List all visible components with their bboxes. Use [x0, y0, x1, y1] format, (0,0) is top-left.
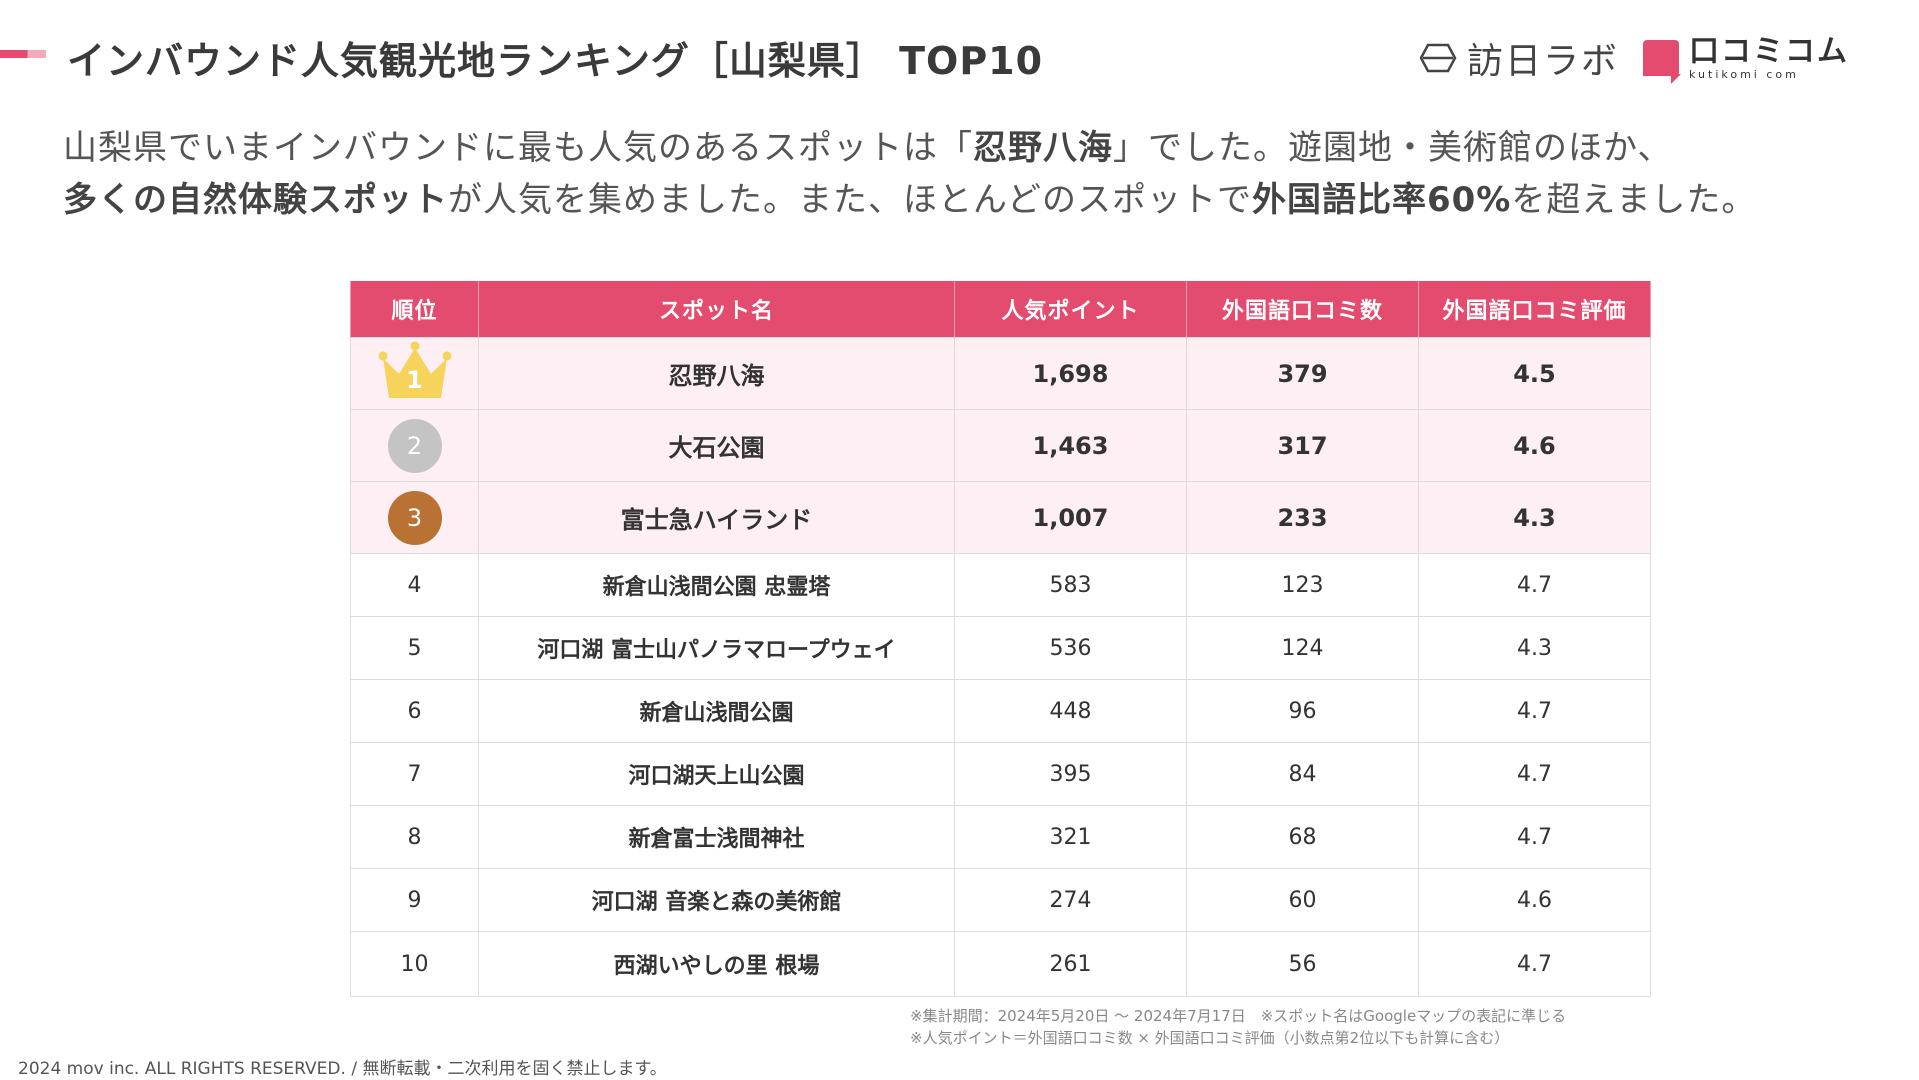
page-title: インバウンド人気観光地ランキング［山梨県］ TOP10	[67, 39, 1044, 83]
footnote-formula: ※人気ポイント＝外国語口コミ数 × 外国語口コミ評価（小数点第2位以下も計算に含…	[910, 1029, 1510, 1047]
review-rating-cell: 4.7	[1418, 805, 1651, 869]
rank-cell: 8	[350, 805, 479, 869]
houniti-lab-logo-text: 訪日ラボ	[1466, 41, 1619, 82]
spot-name-cell: 新倉富士浅間神社	[478, 805, 955, 869]
spot-name-cell: 河口湖 富士山パノラマロープウェイ	[478, 616, 955, 680]
spot-name-cell: 河口湖 音楽と森の美術館	[478, 868, 955, 932]
kuchikomi-speech-bubble-icon	[1643, 40, 1681, 84]
rank-cell: 9	[350, 868, 479, 932]
review-rating-cell: 4.6	[1418, 868, 1651, 932]
review-count-cell: 60	[1186, 868, 1419, 932]
points-cell: 1,698	[954, 337, 1187, 410]
table-row: 6 新倉山浅間公園 448 96 4.7	[350, 679, 1651, 743]
table-row: 5 河口湖 富士山パノラマロープウェイ 536 124 4.3	[350, 616, 1651, 680]
lead-text: が人気を集めました。また、ほとんどのスポットで	[448, 180, 1252, 220]
review-count-cell: 56	[1186, 931, 1419, 997]
logo-group: 訪日ラボ 口コミコム kutikomi com	[1419, 32, 1849, 84]
review-count-cell: 233	[1186, 481, 1419, 554]
spot-name-cell: 新倉山浅間公園	[478, 679, 955, 743]
lead-highlight: 多くの自然体験スポット	[63, 180, 448, 220]
spot-name-cell: 新倉山浅間公園 忠霊塔	[478, 553, 955, 617]
rank-cell: 10	[350, 931, 479, 997]
ranking-table: 順位 スポット名 人気ポイント 外国語口コミ数 外国語口コミ評価	[350, 281, 1651, 997]
review-rating-cell: 4.7	[1418, 931, 1651, 997]
table-row: 10 西湖いやしの里 根場 261 56 4.7	[350, 931, 1651, 997]
table-row: 7 河口湖天上山公園 395 84 4.7	[350, 742, 1651, 806]
title-accent-bar	[0, 50, 46, 58]
review-count-cell: 317	[1186, 409, 1419, 482]
review-count-cell: 123	[1186, 553, 1419, 617]
header-review-count: 外国語口コミ数	[1186, 281, 1419, 338]
lead-text: 山梨県でいまインバウンドに最も人気のあるスポットは「	[63, 128, 973, 168]
review-rating-cell: 4.5	[1418, 337, 1651, 410]
copyright-notice: 2024 mov inc. ALL RIGHTS RESERVED. / 無断転…	[18, 1059, 667, 1079]
footnote-period: ※集計期間：2024年5月20日 〜 2024年7月17日 ※スポット名はGoo…	[910, 1007, 1567, 1025]
review-rating-cell: 4.7	[1418, 553, 1651, 617]
lead-text: を超えました。	[1511, 180, 1757, 220]
rank-cell: 2	[350, 409, 479, 482]
review-count-cell: 68	[1186, 805, 1419, 869]
table-header-row: 順位 スポット名 人気ポイント 外国語口コミ数 外国語口コミ評価	[350, 281, 1651, 338]
rank-cell: 6	[350, 679, 479, 743]
table-row: 1 忍野八海 1,698 379 4.5	[350, 337, 1651, 410]
points-cell: 274	[954, 868, 1187, 932]
kuchikomi-logo-subtext: kutikomi com	[1689, 67, 1799, 81]
review-rating-cell: 4.3	[1418, 481, 1651, 554]
review-rating-cell: 4.3	[1418, 616, 1651, 680]
table-row: 8 新倉富士浅間神社 321 68 4.7	[350, 805, 1651, 869]
rank-cell: 3	[350, 481, 479, 554]
lead-text: 」でした。遊園地・美術館のほか、	[1113, 128, 1673, 168]
houniti-lab-logo: 訪日ラボ	[1419, 32, 1619, 84]
spot-name-cell: 西湖いやしの里 根場	[478, 931, 955, 997]
review-count-cell: 379	[1186, 337, 1419, 410]
points-cell: 583	[954, 553, 1187, 617]
spot-name-cell: 忍野八海	[478, 337, 955, 410]
rank-cell: 5	[350, 616, 479, 680]
points-cell: 1,463	[954, 409, 1187, 482]
header-rank: 順位	[350, 281, 479, 338]
rank-number: 1	[406, 365, 423, 394]
footnotes: ※集計期間：2024年5月20日 〜 2024年7月17日 ※スポット名はGoo…	[910, 1005, 1566, 1049]
points-cell: 261	[954, 931, 1187, 997]
review-rating-cell: 4.7	[1418, 679, 1651, 743]
review-count-cell: 96	[1186, 679, 1419, 743]
rank-cell: 7	[350, 742, 479, 806]
spot-name-cell: 河口湖天上山公園	[478, 742, 955, 806]
lead-line-1: 山梨県でいまインバウンドに最も人気のあるスポットは「忍野八海」でした。遊園地・美…	[63, 122, 1756, 174]
table-row: 9 河口湖 音楽と森の美術館 274 60 4.6	[350, 868, 1651, 932]
points-cell: 1,007	[954, 481, 1187, 554]
houniti-lab-icon	[1419, 43, 1457, 73]
header-review-rating: 外国語口コミ評価	[1418, 281, 1651, 338]
gold-crown-icon: 1	[375, 340, 455, 402]
kuchikomi-logo-text: 口コミコム	[1689, 33, 1849, 69]
points-cell: 321	[954, 805, 1187, 869]
header-spot-name: スポット名	[478, 281, 955, 338]
spot-name-cell: 富士急ハイランド	[478, 481, 955, 554]
review-count-cell: 124	[1186, 616, 1419, 680]
bronze-medal-icon: 3	[387, 490, 442, 545]
rank-cell: 4	[350, 553, 479, 617]
points-cell: 448	[954, 679, 1187, 743]
lead-highlight: 忍野八海	[973, 128, 1113, 168]
lead-paragraph: 山梨県でいまインバウンドに最も人気のあるスポットは「忍野八海」でした。遊園地・美…	[63, 122, 1756, 226]
header-points: 人気ポイント	[954, 281, 1187, 338]
review-rating-cell: 4.6	[1418, 409, 1651, 482]
points-cell: 395	[954, 742, 1187, 806]
spot-name-cell: 大石公園	[478, 409, 955, 482]
table-row: 4 新倉山浅間公園 忠霊塔 583 123 4.7	[350, 553, 1651, 617]
table-row: 2 大石公園 1,463 317 4.6	[350, 409, 1651, 482]
silver-medal-icon: 2	[387, 418, 442, 473]
kuchikomi-com-logo: 口コミコム kutikomi com	[1643, 33, 1849, 84]
review-rating-cell: 4.7	[1418, 742, 1651, 806]
points-cell: 536	[954, 616, 1187, 680]
review-count-cell: 84	[1186, 742, 1419, 806]
lead-highlight: 外国語比率60%	[1251, 180, 1512, 220]
rank-cell: 1	[350, 337, 479, 410]
table-row: 3 富士急ハイランド 1,007 233 4.3	[350, 481, 1651, 554]
lead-line-2: 多くの自然体験スポットが人気を集めました。また、ほとんどのスポットで外国語比率6…	[63, 174, 1756, 226]
